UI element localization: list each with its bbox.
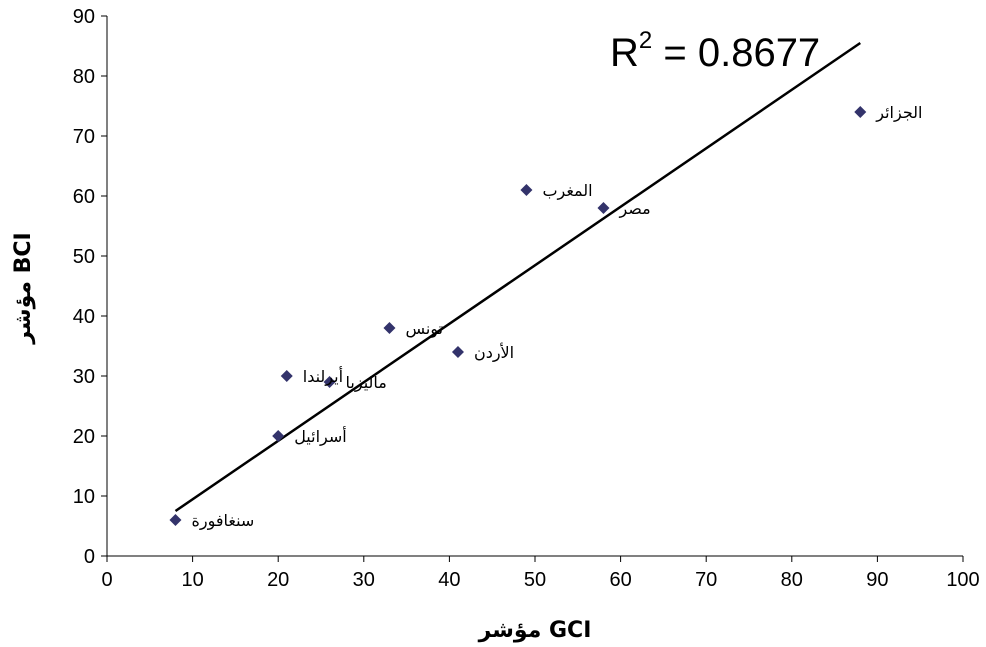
x-tick-label: 40 — [438, 569, 460, 591]
point-label: ماليزيا — [346, 373, 387, 393]
data-point — [520, 184, 532, 196]
point-label: الجزائر — [875, 103, 922, 123]
data-point — [452, 346, 464, 358]
x-axis-ticks: 0 10 20 30 40 50 60 70 80 90 100 — [101, 556, 979, 591]
y-tick-label: 0 — [84, 546, 95, 568]
x-tick-label: 10 — [181, 569, 203, 591]
point-label: تونس — [405, 319, 443, 339]
y-tick-label: 50 — [73, 246, 95, 268]
point-labels: سنغافورة أسرائيل أيرلنداماليزيا تونس الأردن ا… — [191, 103, 922, 531]
y-tick-label: 70 — [73, 126, 95, 148]
y-tick-label: 20 — [73, 426, 95, 448]
data-point — [597, 202, 609, 214]
y-tick-label: 10 — [73, 486, 95, 508]
data-point — [383, 322, 395, 334]
x-tick-label: 20 — [267, 569, 289, 591]
y-tick-label: 80 — [73, 66, 95, 88]
x-tick-label: 80 — [781, 569, 803, 591]
point-label: أيرلندا — [303, 366, 343, 387]
point-label: المغرب — [542, 181, 592, 201]
point-label: مصر — [618, 199, 650, 219]
y-tick-label: 40 — [73, 306, 95, 328]
y-axis-title: مؤشر BCI — [11, 232, 36, 345]
data-point — [272, 430, 284, 442]
x-tick-label: 70 — [695, 569, 717, 591]
x-tick-label: 60 — [609, 569, 631, 591]
data-point — [281, 370, 293, 382]
x-tick-label: 90 — [866, 569, 888, 591]
data-point — [854, 106, 866, 118]
x-tick-label: 30 — [353, 569, 375, 591]
y-tick-label: 90 — [73, 6, 95, 28]
point-label: أسرائيل — [294, 426, 347, 447]
point-label: سنغافورة — [191, 511, 254, 531]
point-label: الأردن — [474, 342, 514, 363]
data-points — [169, 106, 866, 526]
y-tick-label: 60 — [73, 186, 95, 208]
data-point — [169, 514, 181, 526]
r-squared-label: R2 = 0.8677 — [610, 27, 820, 75]
y-axis-ticks: 0 10 20 30 40 50 60 70 80 90 — [73, 6, 107, 568]
x-tick-label: 50 — [524, 569, 546, 591]
x-tick-label: 0 — [101, 569, 112, 591]
x-tick-label: 100 — [946, 569, 979, 591]
y-tick-label: 30 — [73, 366, 95, 388]
x-axis-title: مؤشر GCI — [478, 618, 592, 643]
